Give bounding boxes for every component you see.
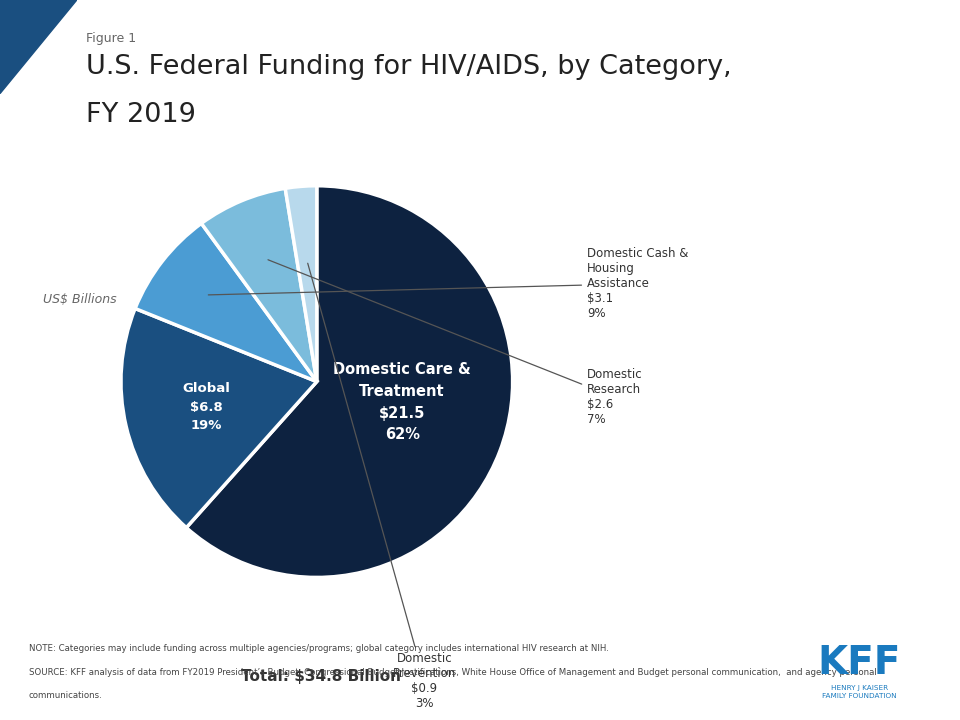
Wedge shape [202,189,317,382]
Text: Total: $34.8 Billion: Total: $34.8 Billion [241,670,400,685]
Polygon shape [0,0,77,94]
Text: Figure 1: Figure 1 [86,32,136,45]
Wedge shape [186,186,513,577]
Text: US$ Billions: US$ Billions [42,293,116,306]
Wedge shape [121,308,317,528]
Text: U.S. Federal Funding for HIV/AIDS, by Category,: U.S. Federal Funding for HIV/AIDS, by Ca… [86,54,732,80]
Text: Domestic
Prevention
$0.9
3%: Domestic Prevention $0.9 3% [308,264,456,710]
Text: Domestic
Research
$2.6
7%: Domestic Research $2.6 7% [268,260,642,426]
Text: HENRY J KAISER
FAMILY FOUNDATION: HENRY J KAISER FAMILY FOUNDATION [822,685,897,699]
Wedge shape [135,223,317,382]
Text: SOURCE: KFF analysis of data from FY2019 President’s Budget, Congressional Budge: SOURCE: KFF analysis of data from FY2019… [29,668,876,677]
Wedge shape [285,186,317,382]
Text: FY 2019: FY 2019 [86,102,196,128]
Text: KFF: KFF [818,644,900,683]
Text: Global
$6.8
19%: Global $6.8 19% [182,382,230,433]
Text: Domestic Cash &
Housing
Assistance
$3.1
9%: Domestic Cash & Housing Assistance $3.1 … [208,247,688,320]
Text: communications.: communications. [29,691,103,700]
Text: NOTE: Categories may include funding across multiple agencies/programs; global c: NOTE: Categories may include funding acr… [29,644,609,654]
Text: Domestic Care &
Treatment
$21.5
62%: Domestic Care & Treatment $21.5 62% [333,362,471,442]
